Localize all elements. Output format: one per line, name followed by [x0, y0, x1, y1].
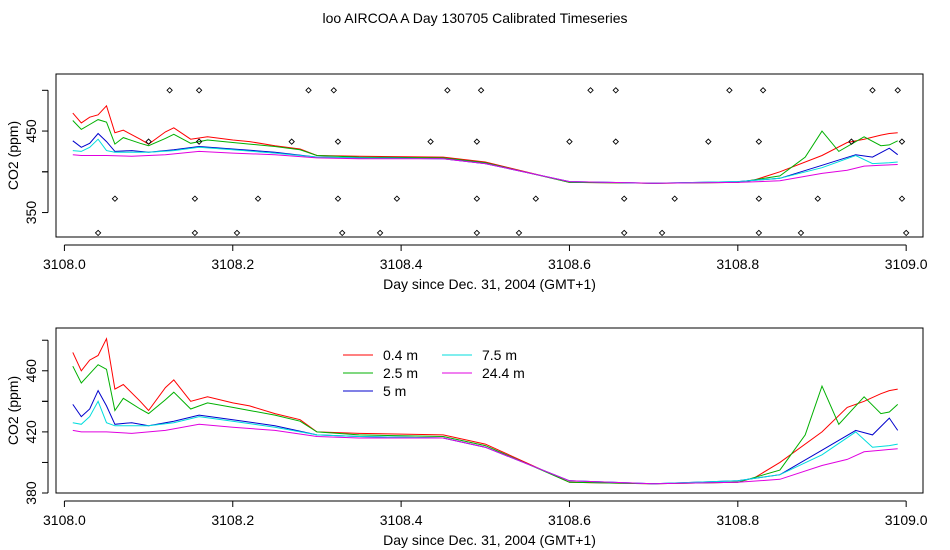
y-tick-label: 350	[23, 201, 39, 225]
x-tick-label: 3108.6	[548, 256, 591, 272]
calibration-point	[111, 195, 119, 202]
legend-label: 2.5 m	[383, 365, 418, 381]
x-tick-label: 3108.0	[43, 256, 86, 272]
calibration-point	[759, 87, 767, 94]
series-line-24-4-m	[72, 150, 898, 184]
calibration-point	[288, 138, 295, 145]
calibration-point	[902, 229, 910, 237]
calibration-point	[473, 229, 481, 237]
x-tick-label: 3108.6	[548, 512, 591, 528]
series-line-7-5-m	[72, 400, 898, 485]
y-tick-label: 450	[23, 119, 39, 143]
y-tick-label: 420	[23, 420, 39, 444]
calibration-point	[620, 195, 628, 202]
calibration-point	[612, 138, 619, 145]
calibration-point	[376, 229, 384, 237]
legend-label: 0.4 m	[383, 347, 418, 363]
series-line-5-m	[72, 132, 899, 184]
x-axis-title: Day since Dec. 31, 2004 (GMT+1)	[383, 276, 596, 292]
x-tick-label: 3108.4	[380, 512, 423, 528]
calibration-point	[195, 138, 203, 145]
calibration-point	[166, 87, 173, 94]
series-line-2-5-m	[72, 119, 898, 184]
calibration-point	[848, 138, 855, 145]
calibration-point	[566, 138, 573, 145]
calibration-point	[705, 138, 712, 145]
calibration-point	[334, 138, 342, 145]
x-tick-label: 3109.0	[885, 512, 928, 528]
series-line-0-4-m	[72, 337, 898, 485]
calibration-point	[305, 87, 312, 94]
calibration-point	[898, 195, 906, 202]
calibration-point	[587, 87, 594, 94]
y-axis-title: CO2 (ppm)	[5, 121, 21, 190]
calibration-point	[444, 87, 451, 94]
calibration-point	[797, 229, 805, 237]
y-tick-label: 460	[23, 359, 39, 383]
x-tick-label: 3108.8	[716, 256, 759, 272]
calibration-point	[814, 195, 822, 202]
calibration-point	[671, 195, 678, 202]
x-tick-label: 3108.8	[716, 512, 759, 528]
x-axis-title: Day since Dec. 31, 2004 (GMT+1)	[383, 532, 596, 548]
calibration-point	[191, 229, 199, 237]
x-tick-label: 3108.2	[211, 256, 254, 272]
x-tick-label: 3108.0	[43, 512, 86, 528]
calibration-point	[393, 195, 401, 202]
calibration-point	[94, 229, 102, 237]
calibration-point	[755, 229, 763, 237]
calibration-point	[334, 195, 342, 202]
x-tick-label: 3108.4	[380, 256, 423, 272]
series-line-24-4-m	[72, 423, 898, 485]
top-panel: 3108.0 3108.2 3108.4 3108.6 3108.8 3109.0 Day …	[5, 73, 928, 292]
plot-frame	[55, 73, 924, 238]
bottom-panel: 3108.0 3108.2 3108.4 3108.6 3108.8 3109.0 Day …	[5, 327, 928, 548]
calibration-point	[620, 229, 628, 237]
calibration-point	[658, 229, 666, 237]
calibration-point	[191, 195, 199, 202]
y-axis-title: CO2 (ppm)	[5, 376, 21, 445]
calibration-point	[532, 195, 540, 202]
series-line-0-4-m	[72, 104, 898, 184]
calibration-point	[427, 138, 434, 145]
calibration-point	[515, 229, 523, 237]
calibration-point	[338, 229, 346, 237]
x-tick-label: 3109.0	[885, 256, 928, 272]
calibration-point	[477, 87, 485, 94]
series-line-2-5-m	[72, 364, 899, 485]
chart-main-title: loo AIRCOA A Day 130705 Calibrated Times…	[322, 10, 628, 26]
legend-label: 5 m	[383, 383, 406, 399]
calibration-point	[894, 87, 901, 94]
legend: 0.4 m 2.5 m 5 m 7.5 m 24.4 m	[343, 347, 525, 399]
calibration-point	[195, 87, 203, 94]
legend-label: 24.4 m	[482, 365, 525, 381]
calibration-point	[726, 87, 733, 94]
calibration-point	[869, 87, 876, 94]
calibration-point	[233, 229, 241, 237]
calibration-point	[612, 87, 619, 94]
calibration-point	[755, 138, 763, 145]
legend-label: 7.5 m	[482, 347, 517, 363]
calibration-point	[473, 195, 481, 202]
calibration-point	[755, 195, 763, 202]
calibration-point	[473, 138, 481, 145]
x-tick-label: 3108.2	[211, 512, 254, 528]
calibration-point	[145, 138, 152, 145]
calibration-point	[898, 138, 906, 145]
series-line-7-5-m	[72, 138, 898, 184]
calibration-point	[254, 195, 262, 202]
y-tick-label: 380	[23, 481, 39, 505]
plot-frame	[55, 327, 924, 494]
series-line-5-m	[72, 389, 899, 485]
calibration-point	[330, 87, 338, 94]
